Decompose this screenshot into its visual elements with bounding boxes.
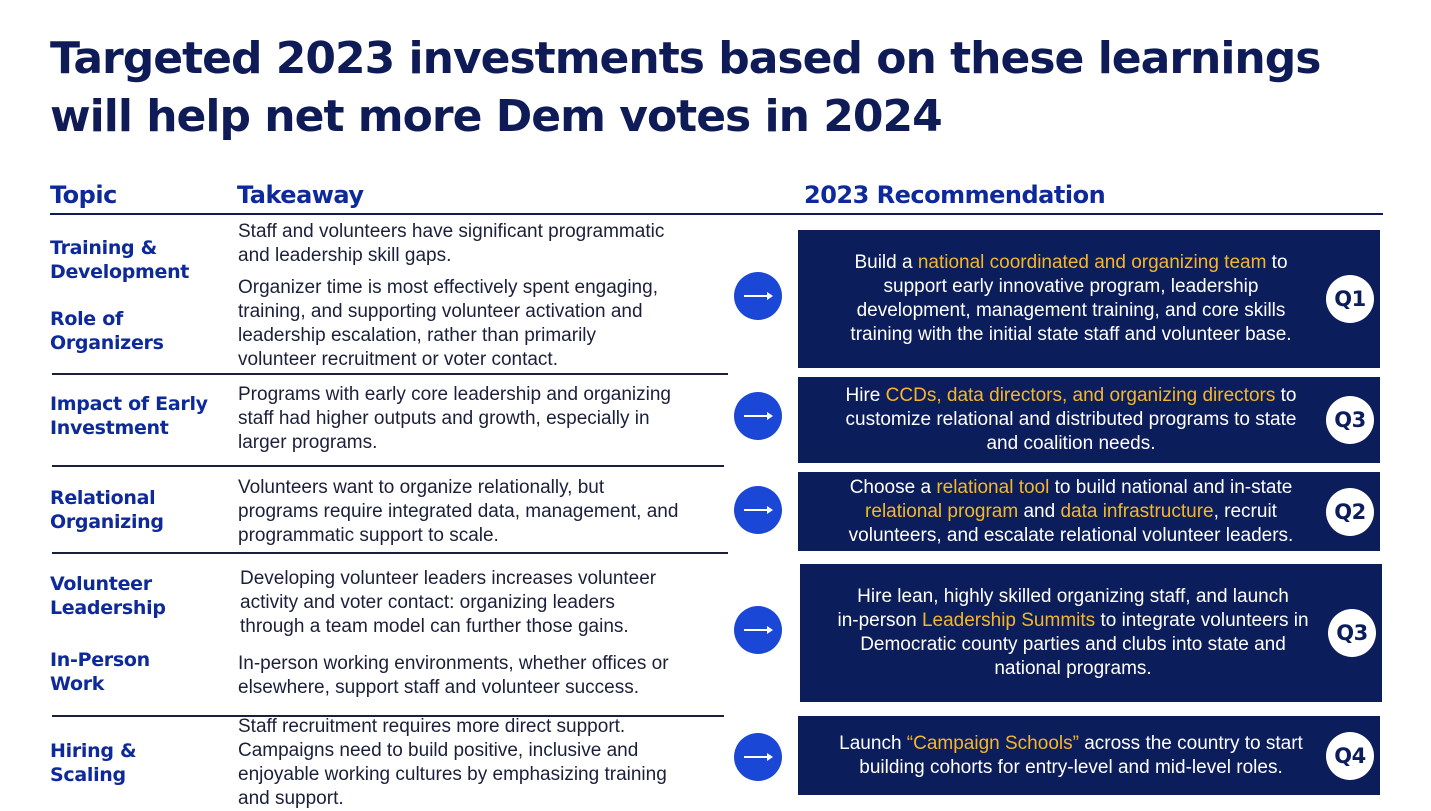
header-topic: Topic [50, 181, 117, 209]
quarter-badge: Q3 [1328, 609, 1376, 657]
recommendation-segment: to integrate volunteers in [1095, 610, 1309, 631]
recommendation-segment: to build national and in-state [1049, 476, 1293, 498]
recommendation-segment: across the country to start [1078, 732, 1303, 754]
recommendation-segment: national programs. [994, 658, 1152, 679]
recommendation-segment: support early innovative program, leader… [883, 276, 1259, 297]
recommendation-segment: Hire [845, 385, 886, 406]
recommendation-segment: Hire lean, highly skilled organizing sta… [857, 586, 1289, 607]
topic-training-development: Training & Development [50, 237, 190, 283]
recommendation-segment: customize relational and distributed pro… [845, 409, 1297, 430]
recommendation-panel: Hire lean, highly skilled organizing sta… [800, 564, 1382, 702]
recommendation-segment: in-person [837, 610, 922, 631]
quarter-badge: Q2 [1326, 487, 1374, 536]
arrow-right-icon [734, 272, 782, 320]
recommendation-segment: Launch [839, 732, 907, 754]
takeaway-in-person-work: In-person working environments, whether … [238, 653, 669, 698]
topic-impact-early-investment: Impact of Early Investment [50, 393, 208, 439]
header-divider [50, 213, 1383, 215]
recommendation-segment: Democratic county parties and clubs into… [860, 634, 1286, 655]
arrow-right-icon [734, 486, 782, 534]
row-divider [52, 465, 724, 467]
title-line-2: will help net more Dem votes in 2024 [50, 91, 943, 142]
page-title: Targeted 2023 investments based on these… [50, 30, 1410, 146]
highlighted-text: data infrastructure [1060, 500, 1214, 522]
row-divider [52, 715, 724, 717]
highlighted-text: “Campaign Schools” [906, 732, 1079, 754]
topic-relational-organizing: Relational Organizing [50, 487, 164, 533]
takeaway-impact-early-investment: Programs with early core leadership and … [238, 384, 672, 453]
recommendation-panel: Hire CCDs, data directors, and organizin… [798, 377, 1380, 463]
highlighted-text: relational tool [936, 476, 1050, 498]
recommendation-segment: and coalition needs. [986, 433, 1156, 454]
recommendation-text: Hire lean, highly skilled organizing sta… [800, 585, 1328, 681]
header-recommendation: 2023 Recommendation [804, 181, 1106, 209]
highlighted-text: CCDs, data directors, and organizing dir… [885, 385, 1276, 406]
recommendation-segment: Build a [854, 252, 918, 273]
recommendation-panel: Launch “Campaign Schools” across the cou… [798, 716, 1380, 795]
row-divider [52, 373, 728, 375]
topic-hiring-scaling: Hiring & Scaling [50, 740, 137, 786]
recommendation-text: Launch “Campaign Schools” across the cou… [798, 732, 1326, 780]
takeaway-role-of-organizers: Organizer time is most effectively spent… [238, 277, 658, 370]
takeaway-volunteer-leadership: Developing volunteer leaders increases v… [240, 568, 657, 637]
recommendation-text: Choose a relational tool to build nation… [798, 476, 1326, 548]
recommendation-segment: Choose a [849, 476, 937, 498]
recommendation-segment: building cohorts for entry-level and mid… [859, 756, 1283, 778]
row-divider [52, 552, 728, 554]
arrow-right-icon [734, 733, 782, 781]
topic-in-person-work: In-Person Work [50, 649, 150, 695]
topic-volunteer-leadership: Volunteer Leadership [50, 573, 166, 619]
arrow-right-icon [734, 392, 782, 440]
topic-role-of-organizers: Role of Organizers [50, 308, 164, 354]
recommendation-segment: to [1275, 385, 1297, 406]
recommendation-text: Build a national coordinated and organiz… [798, 251, 1326, 347]
takeaway-hiring-scaling: Staff recruitment requires more direct s… [238, 716, 667, 809]
quarter-badge: Q3 [1326, 396, 1374, 444]
title-line-1: Targeted 2023 investments based on these… [50, 33, 1321, 84]
recommendation-panel: Build a national coordinated and organiz… [798, 230, 1380, 368]
recommendation-segment: development, management training, and co… [856, 300, 1286, 321]
highlighted-text: Leadership Summits [921, 610, 1096, 631]
quarter-badge: Q4 [1326, 731, 1374, 780]
highlighted-text: national coordinated and organizing team [917, 252, 1267, 273]
takeaway-relational-organizing: Volunteers want to organize relationally… [238, 477, 679, 546]
quarter-badge: Q1 [1326, 275, 1374, 323]
recommendation-panel: Choose a relational tool to build nation… [798, 472, 1380, 551]
takeaway-training-development: Staff and volunteers have significant pr… [238, 221, 665, 266]
arrow-right-icon [734, 606, 782, 654]
recommendation-segment: training with the initial state staff an… [850, 324, 1292, 345]
recommendation-segment: , recruit [1213, 500, 1277, 522]
recommendation-segment: volunteers, and escalate relational volu… [848, 524, 1294, 546]
recommendation-segment: to [1266, 252, 1288, 273]
highlighted-text: relational program [865, 500, 1019, 522]
recommendation-text: Hire CCDs, data directors, and organizin… [798, 384, 1326, 456]
header-takeaway: Takeaway [237, 181, 364, 209]
recommendation-segment: and [1018, 500, 1061, 522]
